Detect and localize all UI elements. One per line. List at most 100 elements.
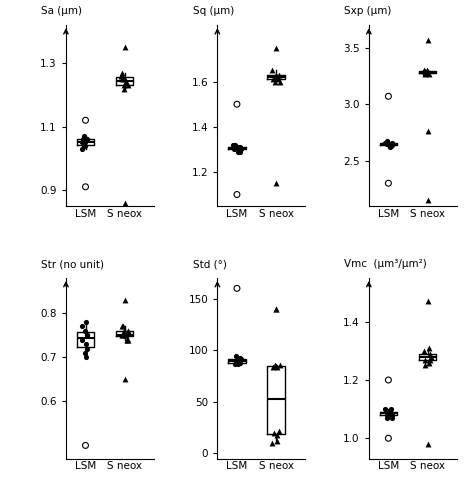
Point — [232, 352, 240, 360]
Point — [274, 73, 281, 81]
Point — [272, 305, 280, 313]
Point — [124, 81, 131, 89]
Point — [233, 284, 241, 292]
Point — [81, 349, 89, 357]
Point — [385, 408, 392, 416]
Point — [117, 72, 125, 80]
Point — [424, 36, 431, 44]
Point — [269, 363, 277, 371]
Point — [271, 78, 278, 86]
Point — [231, 360, 239, 368]
Point — [276, 78, 284, 86]
Point — [388, 405, 395, 413]
Point — [81, 327, 89, 335]
Point — [270, 429, 278, 437]
Point — [425, 70, 433, 78]
Point — [118, 72, 126, 80]
Point — [272, 362, 279, 370]
Point — [122, 78, 130, 86]
Point — [231, 145, 238, 153]
Point — [82, 135, 89, 143]
Point — [82, 340, 90, 348]
Point — [269, 76, 276, 84]
Point — [273, 363, 280, 371]
Point — [232, 141, 239, 149]
Point — [120, 323, 127, 331]
Point — [122, 78, 130, 86]
Point — [383, 414, 391, 422]
Point — [118, 331, 126, 339]
Point — [83, 345, 91, 353]
Point — [388, 414, 396, 422]
Text: Str (no unit): Str (no unit) — [41, 259, 104, 269]
Point — [420, 67, 428, 75]
Point — [422, 69, 430, 77]
Point — [275, 71, 283, 79]
Point — [421, 70, 429, 78]
Point — [121, 43, 129, 51]
Point — [118, 323, 126, 331]
Point — [387, 143, 394, 151]
Point — [78, 139, 85, 147]
Point — [82, 353, 89, 361]
Point — [124, 336, 132, 344]
Point — [122, 331, 130, 339]
Point — [121, 375, 129, 384]
Point — [424, 440, 431, 448]
Point — [122, 331, 129, 339]
Point — [83, 331, 91, 339]
Text: Vmc  (μm³/μm²): Vmc (μm³/μm²) — [344, 259, 427, 269]
Point — [119, 69, 126, 77]
Point — [236, 145, 244, 153]
Point — [424, 69, 432, 77]
Point — [234, 360, 242, 368]
Point — [235, 148, 242, 156]
Point — [424, 128, 431, 136]
Point — [120, 85, 128, 93]
Point — [426, 355, 433, 363]
Point — [386, 408, 393, 416]
Point — [420, 347, 428, 355]
Text: Std (°): Std (°) — [193, 259, 227, 269]
Point — [82, 318, 89, 326]
Point — [387, 142, 394, 150]
Point — [273, 437, 281, 445]
Point — [81, 142, 88, 150]
Point — [79, 139, 87, 147]
Point — [121, 199, 129, 207]
Point — [385, 92, 392, 100]
Point — [236, 143, 243, 151]
Point — [237, 354, 244, 362]
Point — [233, 359, 240, 367]
Point — [120, 81, 128, 89]
Point — [237, 145, 244, 153]
Text: Sa (μm): Sa (μm) — [41, 6, 82, 16]
Point — [79, 135, 87, 143]
Point — [234, 354, 242, 362]
Point — [388, 411, 395, 419]
Point — [120, 327, 128, 335]
Point — [389, 139, 396, 147]
Point — [424, 196, 431, 204]
Point — [427, 353, 435, 361]
Point — [82, 116, 89, 124]
Point — [421, 69, 429, 77]
Point — [427, 353, 435, 361]
Point — [79, 336, 86, 344]
Point — [276, 427, 283, 435]
Point — [124, 327, 131, 335]
Point — [236, 143, 244, 151]
Point — [118, 331, 126, 339]
Point — [236, 359, 244, 367]
Point — [236, 353, 244, 361]
Point — [236, 148, 244, 156]
Point — [388, 141, 395, 149]
Point — [273, 71, 280, 79]
Point — [119, 75, 126, 83]
Point — [80, 132, 88, 140]
Point — [272, 73, 279, 81]
Point — [230, 143, 237, 151]
Point — [386, 408, 394, 416]
Point — [384, 140, 392, 148]
Point — [421, 355, 429, 363]
